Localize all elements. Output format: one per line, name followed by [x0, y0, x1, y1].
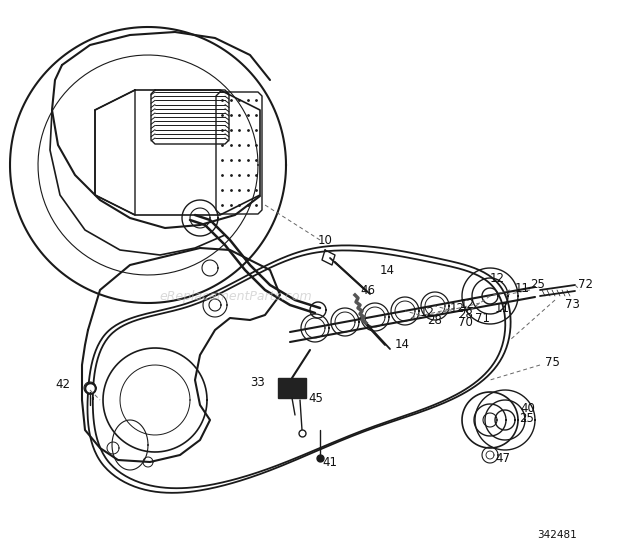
Text: 10: 10	[318, 234, 333, 246]
Text: 40: 40	[520, 401, 535, 415]
Text: 12: 12	[460, 299, 475, 311]
Text: 71: 71	[475, 311, 490, 325]
Text: 14: 14	[380, 264, 395, 276]
Text: 46: 46	[360, 284, 375, 296]
Text: 11: 11	[515, 281, 530, 295]
Text: 72: 72	[578, 279, 593, 291]
Text: 45: 45	[308, 391, 323, 405]
Text: 25: 25	[519, 411, 534, 425]
Text: 28: 28	[458, 307, 473, 320]
Bar	[278, 378, 306, 398]
Text: 25: 25	[530, 279, 545, 291]
Text: 33: 33	[250, 376, 265, 388]
Text: 11: 11	[495, 301, 510, 315]
Text: 12: 12	[450, 301, 465, 315]
Text: 42: 42	[55, 379, 70, 391]
Text: eReplacementParts.com: eReplacementParts.com	[159, 290, 312, 304]
Text: 41: 41	[322, 456, 337, 468]
Text: 75: 75	[545, 356, 560, 370]
Text: 12: 12	[420, 306, 435, 320]
Text: 342481: 342481	[537, 530, 577, 540]
Text: 12: 12	[490, 271, 505, 285]
Text: 47: 47	[495, 452, 510, 465]
Text: 73: 73	[565, 299, 580, 311]
Text: 28: 28	[427, 314, 442, 326]
Text: 70: 70	[458, 315, 473, 329]
Text: 14: 14	[395, 339, 410, 351]
